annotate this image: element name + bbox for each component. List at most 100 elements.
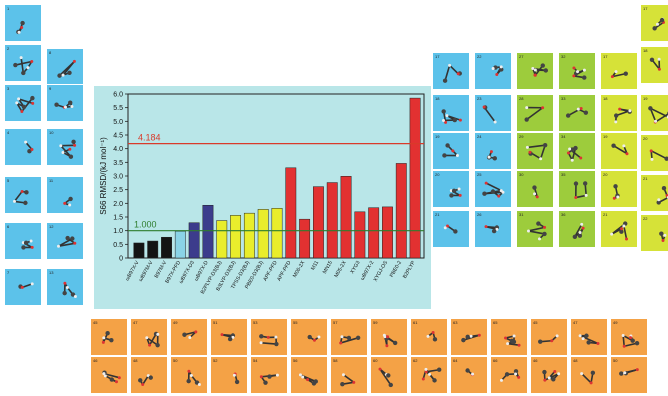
tile-number: 3 <box>7 86 10 91</box>
molecule-structure-icon <box>186 369 201 387</box>
tile-number: 50 <box>613 358 618 363</box>
molecule-structure-icon <box>182 330 198 340</box>
element-tile: 57 <box>330 318 368 356</box>
element-tile: 17 <box>432 52 470 90</box>
molecule-structure-icon <box>442 63 462 83</box>
element-tile: 27 <box>516 52 554 90</box>
tile-number: 22 <box>643 216 648 221</box>
tile-number: 63 <box>453 320 458 325</box>
element-tile: 26 <box>474 210 512 248</box>
tile-number: 7 <box>7 270 10 275</box>
molecule-structure-icon <box>102 370 121 384</box>
molecule-structure-icon <box>442 143 459 158</box>
tile-number: 18 <box>435 96 440 101</box>
x-tick-label: B2PLYP <box>402 260 417 280</box>
tile-number: 23 <box>477 96 482 101</box>
y-tick-label: 6.0 <box>113 92 123 99</box>
element-tile: 5 <box>4 176 42 214</box>
tile-number: 32 <box>561 54 566 59</box>
molecule-structure-icon <box>16 20 25 35</box>
tile-number: 60 <box>373 358 378 363</box>
element-tile: 56 <box>290 356 328 394</box>
element-tile: 11 <box>46 176 84 214</box>
bar <box>340 176 352 259</box>
tile-number: 22 <box>477 54 482 59</box>
element-tile: 45 <box>530 318 568 356</box>
element-tile: 22 <box>640 214 668 252</box>
tile-number: 51 <box>213 320 218 325</box>
tile-number: 36 <box>561 212 566 217</box>
element-tile: 21 <box>640 174 668 212</box>
molecule-structure-icon <box>13 189 29 206</box>
element-tile: 45 <box>90 318 128 356</box>
reference-line-label: 1.000 <box>134 220 157 230</box>
element-tile: 49 <box>170 318 208 356</box>
tile-number: 56 <box>293 358 298 363</box>
element-tile: 19 <box>640 94 668 132</box>
bar <box>326 182 338 259</box>
molecule-structure-icon <box>421 367 442 383</box>
molecule-structure-icon <box>461 333 481 343</box>
element-tile: 13 <box>46 268 84 306</box>
tile-number: 48 <box>573 358 578 363</box>
tile-number: 45 <box>533 320 538 325</box>
element-tile: 49 <box>610 318 648 356</box>
molecule-structure-icon <box>610 70 628 79</box>
tile-number: 27 <box>519 54 524 59</box>
bar <box>257 209 269 259</box>
element-tile: 21 <box>432 210 470 248</box>
molecule-structure-icon <box>611 143 629 156</box>
molecule-structure-icon <box>24 140 34 154</box>
tile-number: 20 <box>643 136 648 141</box>
molecule-structure-icon <box>613 107 632 124</box>
element-tile: 65 <box>490 318 528 356</box>
tile-number: 29 <box>519 134 524 139</box>
molecule-structure-icon <box>54 100 74 109</box>
element-tile: 34 <box>558 132 596 170</box>
molecule-structure-icon <box>621 334 640 348</box>
tile-number: 55 <box>293 320 298 325</box>
x-tick-label: APF-PFD <box>276 260 292 282</box>
element-tile: 10 <box>46 128 84 166</box>
molecule-structure-icon <box>13 56 34 76</box>
element-tile: 50 <box>170 356 208 394</box>
molecule-structure-icon <box>298 373 318 386</box>
tile-number: 59 <box>373 320 378 325</box>
y-tick-label: 2.5 <box>113 187 123 194</box>
reference-line-label: 4.184 <box>138 133 161 143</box>
molecule-structure-icon <box>652 17 665 31</box>
molecule-structure-icon <box>62 281 77 299</box>
tile-number: 62 <box>413 358 418 363</box>
tile-number: 4 <box>7 130 10 135</box>
bar <box>299 218 311 259</box>
tile-number: 35 <box>561 172 566 177</box>
element-tile: 23 <box>474 94 512 132</box>
molecule-structure-icon <box>532 185 539 199</box>
tile-number: 66 <box>493 358 498 363</box>
tile-number: 20 <box>435 172 440 177</box>
bar <box>174 230 186 259</box>
molecule-structure-icon <box>656 185 668 205</box>
bar <box>354 211 366 259</box>
element-tile: 28 <box>516 94 554 132</box>
element-tile: 58 <box>330 356 368 394</box>
element-tile: 51 <box>210 318 248 356</box>
y-tick-label: 3.0 <box>113 174 123 181</box>
element-tile: 54 <box>250 356 288 394</box>
tile-number: 54 <box>253 358 258 363</box>
element-tile: 9 <box>46 84 84 122</box>
element-tile: 48 <box>130 356 168 394</box>
x-tick-label: M06-2X <box>292 260 307 279</box>
element-tile: 35 <box>558 170 596 208</box>
tile-number: 49 <box>173 320 178 325</box>
element-tile: 29 <box>516 132 554 170</box>
tile-number: 57 <box>333 320 338 325</box>
element-tile: 55 <box>290 318 328 356</box>
molecule-structure-icon <box>378 367 393 388</box>
element-tile: 25 <box>474 170 512 208</box>
x-tick-label: MN15 <box>322 260 334 275</box>
tile-number: 24 <box>477 134 482 139</box>
element-tile: 50 <box>610 356 648 394</box>
element-tile: 47 <box>570 318 608 356</box>
y-tick-label: 0 <box>119 256 123 263</box>
